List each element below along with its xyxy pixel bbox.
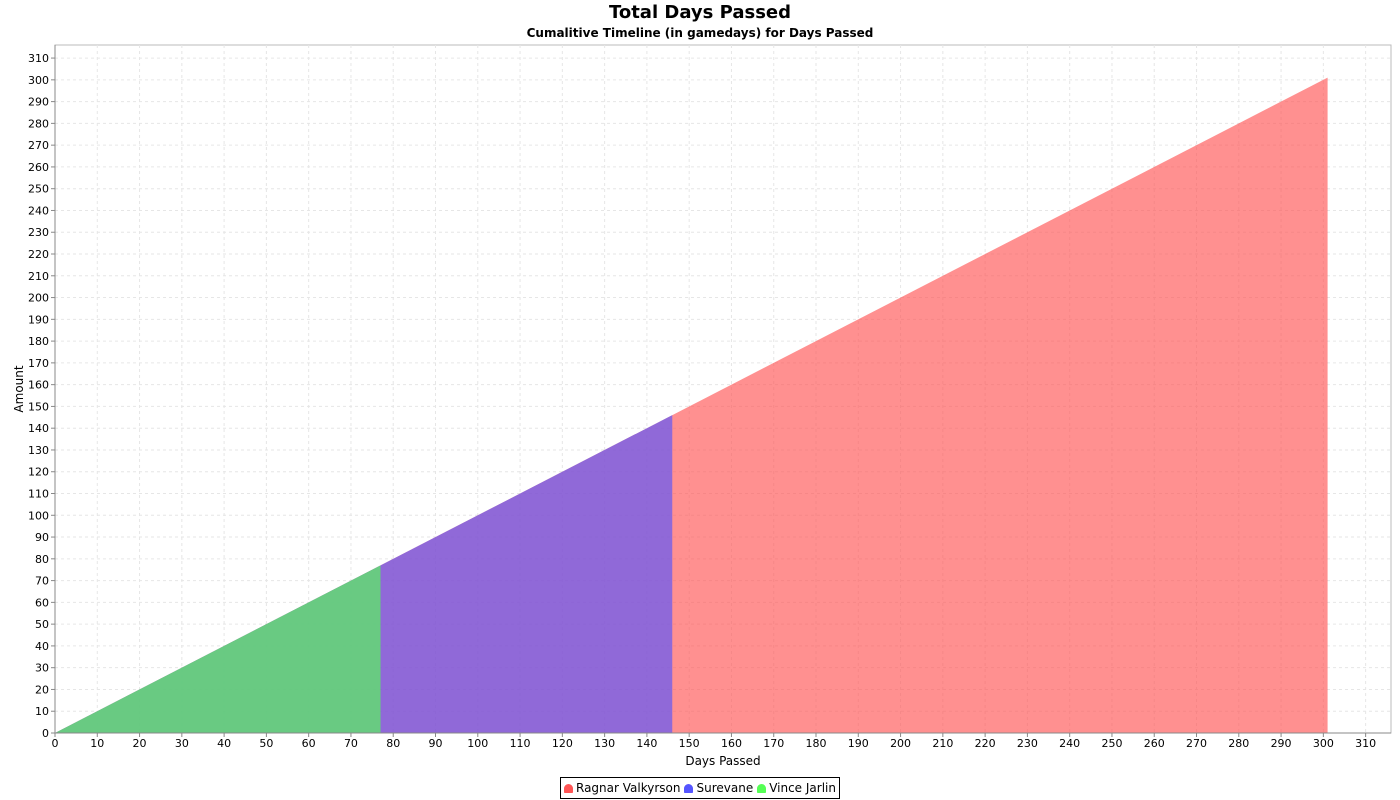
legend-swatch	[684, 783, 694, 793]
x-tick-label: 100	[467, 737, 488, 750]
x-tick-label: 10	[90, 737, 104, 750]
legend-item: Vince Jarlin	[757, 781, 836, 795]
y-tick-label: 140	[28, 422, 49, 435]
y-tick-label: 180	[28, 335, 49, 348]
axes	[51, 45, 1391, 737]
legend: Ragnar Valkyrson Surevane Vince Jarlin	[0, 777, 1400, 799]
y-tick-label: 310	[28, 52, 49, 65]
x-tick-label: 20	[133, 737, 147, 750]
y-tick-label: 210	[28, 270, 49, 283]
legend-swatch	[757, 783, 767, 793]
y-tick-label: 260	[28, 161, 49, 174]
x-tick-label: 150	[679, 737, 700, 750]
x-tick-label: 260	[1144, 737, 1165, 750]
y-tick-labels: 0 10 20 30 40 50 60 70 80 90 100 110 120 130 140 150 160…	[28, 52, 49, 740]
x-tick-label: 70	[344, 737, 358, 750]
x-tick-label: 200	[890, 737, 911, 750]
y-tick-label: 20	[35, 683, 49, 696]
x-tick-label: 180	[806, 737, 827, 750]
x-tick-label: 220	[975, 737, 996, 750]
y-tick-label: 0	[42, 727, 49, 740]
legend-box: Ragnar Valkyrson Surevane Vince Jarlin	[560, 777, 840, 799]
y-tick-label: 30	[35, 662, 49, 675]
x-tick-label: 50	[259, 737, 273, 750]
y-tick-label: 100	[28, 509, 49, 522]
x-tick-label: 280	[1228, 737, 1249, 750]
y-tick-label: 160	[28, 379, 49, 392]
y-tick-label: 190	[28, 313, 49, 326]
y-axis-label: Amount	[12, 365, 26, 412]
y-tick-label: 270	[28, 139, 49, 152]
x-tick-labels: 0 10 20 30 40 50 60 70 80 90 100 110 120 130 140 150 160…	[52, 737, 1377, 750]
x-tick-label: 310	[1355, 737, 1376, 750]
y-tick-label: 130	[28, 444, 49, 457]
y-tick-label: 90	[35, 531, 49, 544]
legend-item: Ragnar Valkyrson	[564, 781, 680, 795]
y-tick-label: 220	[28, 248, 49, 261]
x-tick-label: 30	[175, 737, 189, 750]
y-tick-label: 60	[35, 596, 49, 609]
x-tick-label: 210	[932, 737, 953, 750]
y-tick-label: 80	[35, 553, 49, 566]
x-tick-label: 250	[1101, 737, 1122, 750]
legend-item: Surevane	[684, 781, 753, 795]
y-tick-label: 200	[28, 292, 49, 305]
y-tick-label: 70	[35, 575, 49, 588]
y-tick-label: 150	[28, 400, 49, 413]
y-tick-label: 40	[35, 640, 49, 653]
y-tick-label: 120	[28, 466, 49, 479]
x-tick-label: 240	[1059, 737, 1080, 750]
y-tick-label: 290	[28, 96, 49, 109]
x-tick-label: 110	[510, 737, 531, 750]
series-area-1	[55, 415, 673, 733]
x-tick-label: 190	[848, 737, 869, 750]
y-tick-label: 240	[28, 204, 49, 217]
series-areas	[55, 77, 1328, 734]
x-tick-label: 40	[217, 737, 231, 750]
x-tick-label: 290	[1271, 737, 1292, 750]
legend-label: Surevane	[696, 781, 754, 795]
y-tick-label: 170	[28, 357, 49, 370]
series-area-0	[55, 77, 1328, 734]
legend-swatch	[564, 783, 573, 793]
x-tick-label: 130	[594, 737, 615, 750]
x-tick-label: 90	[429, 737, 443, 750]
x-tick-label: 230	[1017, 737, 1038, 750]
x-tick-label: 270	[1186, 737, 1207, 750]
x-tick-label: 120	[552, 737, 573, 750]
x-tick-label: 170	[763, 737, 784, 750]
x-tick-label: 60	[302, 737, 316, 750]
legend-label: Vince Jarlin	[769, 781, 836, 795]
y-tick-label: 280	[28, 117, 49, 130]
x-tick-label: 0	[52, 737, 59, 750]
x-tick-label: 160	[721, 737, 742, 750]
x-axis-label: Days Passed	[685, 754, 760, 768]
chart-subtitle: Cumalitive Timeline (in gamedays) for Da…	[526, 26, 874, 40]
y-tick-label: 110	[28, 488, 49, 501]
y-tick-label: 230	[28, 226, 49, 239]
x-tick-label: 80	[386, 737, 400, 750]
y-tick-label: 50	[35, 618, 49, 631]
x-tick-label: 140	[636, 737, 657, 750]
legend-label: Ragnar Valkyrson	[576, 781, 681, 795]
series-area-2	[55, 565, 381, 733]
y-tick-label: 10	[35, 705, 49, 718]
x-tick-label: 300	[1313, 737, 1334, 750]
y-tick-label: 250	[28, 183, 49, 196]
y-tick-label: 300	[28, 74, 49, 87]
chart-title: Total Days Passed	[608, 2, 792, 23]
